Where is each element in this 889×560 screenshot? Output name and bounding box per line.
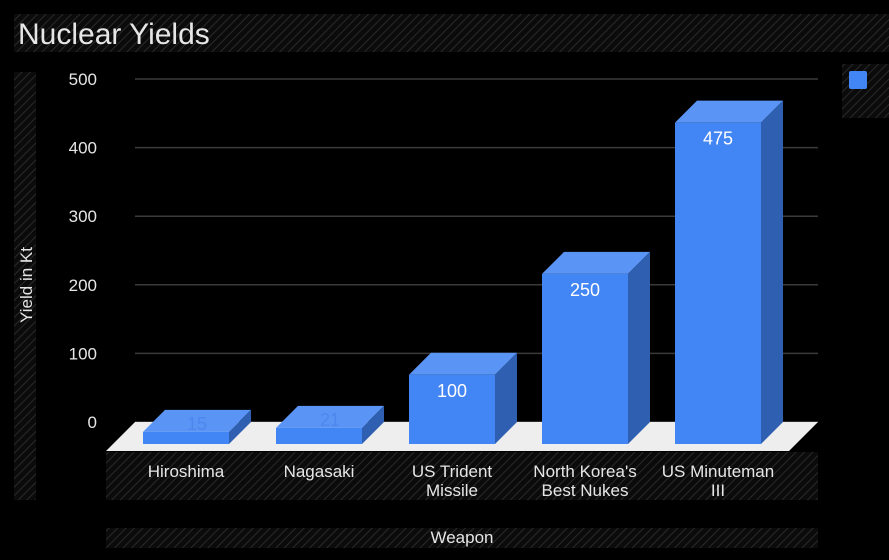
x-tick-label: North Korea's Best Nukes — [533, 462, 636, 500]
y-tick-label: 100 — [69, 344, 97, 363]
bar-top-face — [542, 251, 650, 274]
y-tick-label: 500 — [69, 70, 97, 89]
bar — [542, 251, 650, 444]
data-label: 250 — [570, 280, 600, 300]
bar-side-face — [761, 100, 783, 445]
x-axis-title: Weapon — [430, 528, 493, 547]
x-tick-region — [106, 452, 818, 500]
bar-front-face — [675, 122, 761, 445]
bar — [675, 100, 783, 445]
y-tick-label: 200 — [69, 276, 97, 295]
y-tick-labels: 0 100 200 300 400 500 — [69, 70, 97, 432]
bar-side-face — [495, 352, 517, 444]
bar-front-face — [276, 427, 362, 444]
y-tick-label: 300 — [69, 207, 97, 226]
bar-top-face — [675, 100, 783, 123]
bar — [276, 405, 384, 444]
x-tick-label: US Minuteman III — [662, 462, 774, 500]
bar — [143, 409, 251, 444]
x-tick-label: US Trident Missile — [412, 462, 493, 500]
legend-swatch — [849, 71, 867, 89]
data-label: 21 — [320, 410, 340, 430]
data-label: 100 — [437, 381, 467, 401]
x-axis-title-region — [106, 528, 818, 548]
x-tick-labels: Hiroshima Nagasaki US Trident Missile North … — [148, 462, 774, 500]
bar-top-face — [409, 352, 517, 375]
bar-front-face — [143, 431, 229, 444]
chart-title: Nuclear Yields — [18, 18, 210, 51]
bar-side-face — [362, 405, 384, 444]
bar-front-face — [409, 374, 495, 444]
y-tick-label: 400 — [69, 139, 97, 158]
bar-side-face — [628, 251, 650, 444]
data-label: 475 — [703, 129, 733, 149]
y-axis-title: Yield in Kt — [17, 247, 36, 323]
bar-top-face — [143, 409, 251, 432]
x-tick-label: Hiroshima — [148, 462, 225, 481]
bar — [409, 352, 517, 444]
bars — [143, 100, 783, 445]
y-axis-title-region — [14, 72, 36, 500]
bar-side-face — [229, 409, 251, 444]
bar-front-face — [542, 273, 628, 444]
bar-top-face — [276, 405, 384, 428]
data-labels: 15 21 100 250 475 — [187, 129, 733, 434]
title-region — [14, 14, 889, 52]
y-tick-label: 0 — [88, 413, 97, 432]
x-tick-label: Nagasaki — [284, 462, 355, 481]
data-label: 15 — [187, 414, 207, 434]
